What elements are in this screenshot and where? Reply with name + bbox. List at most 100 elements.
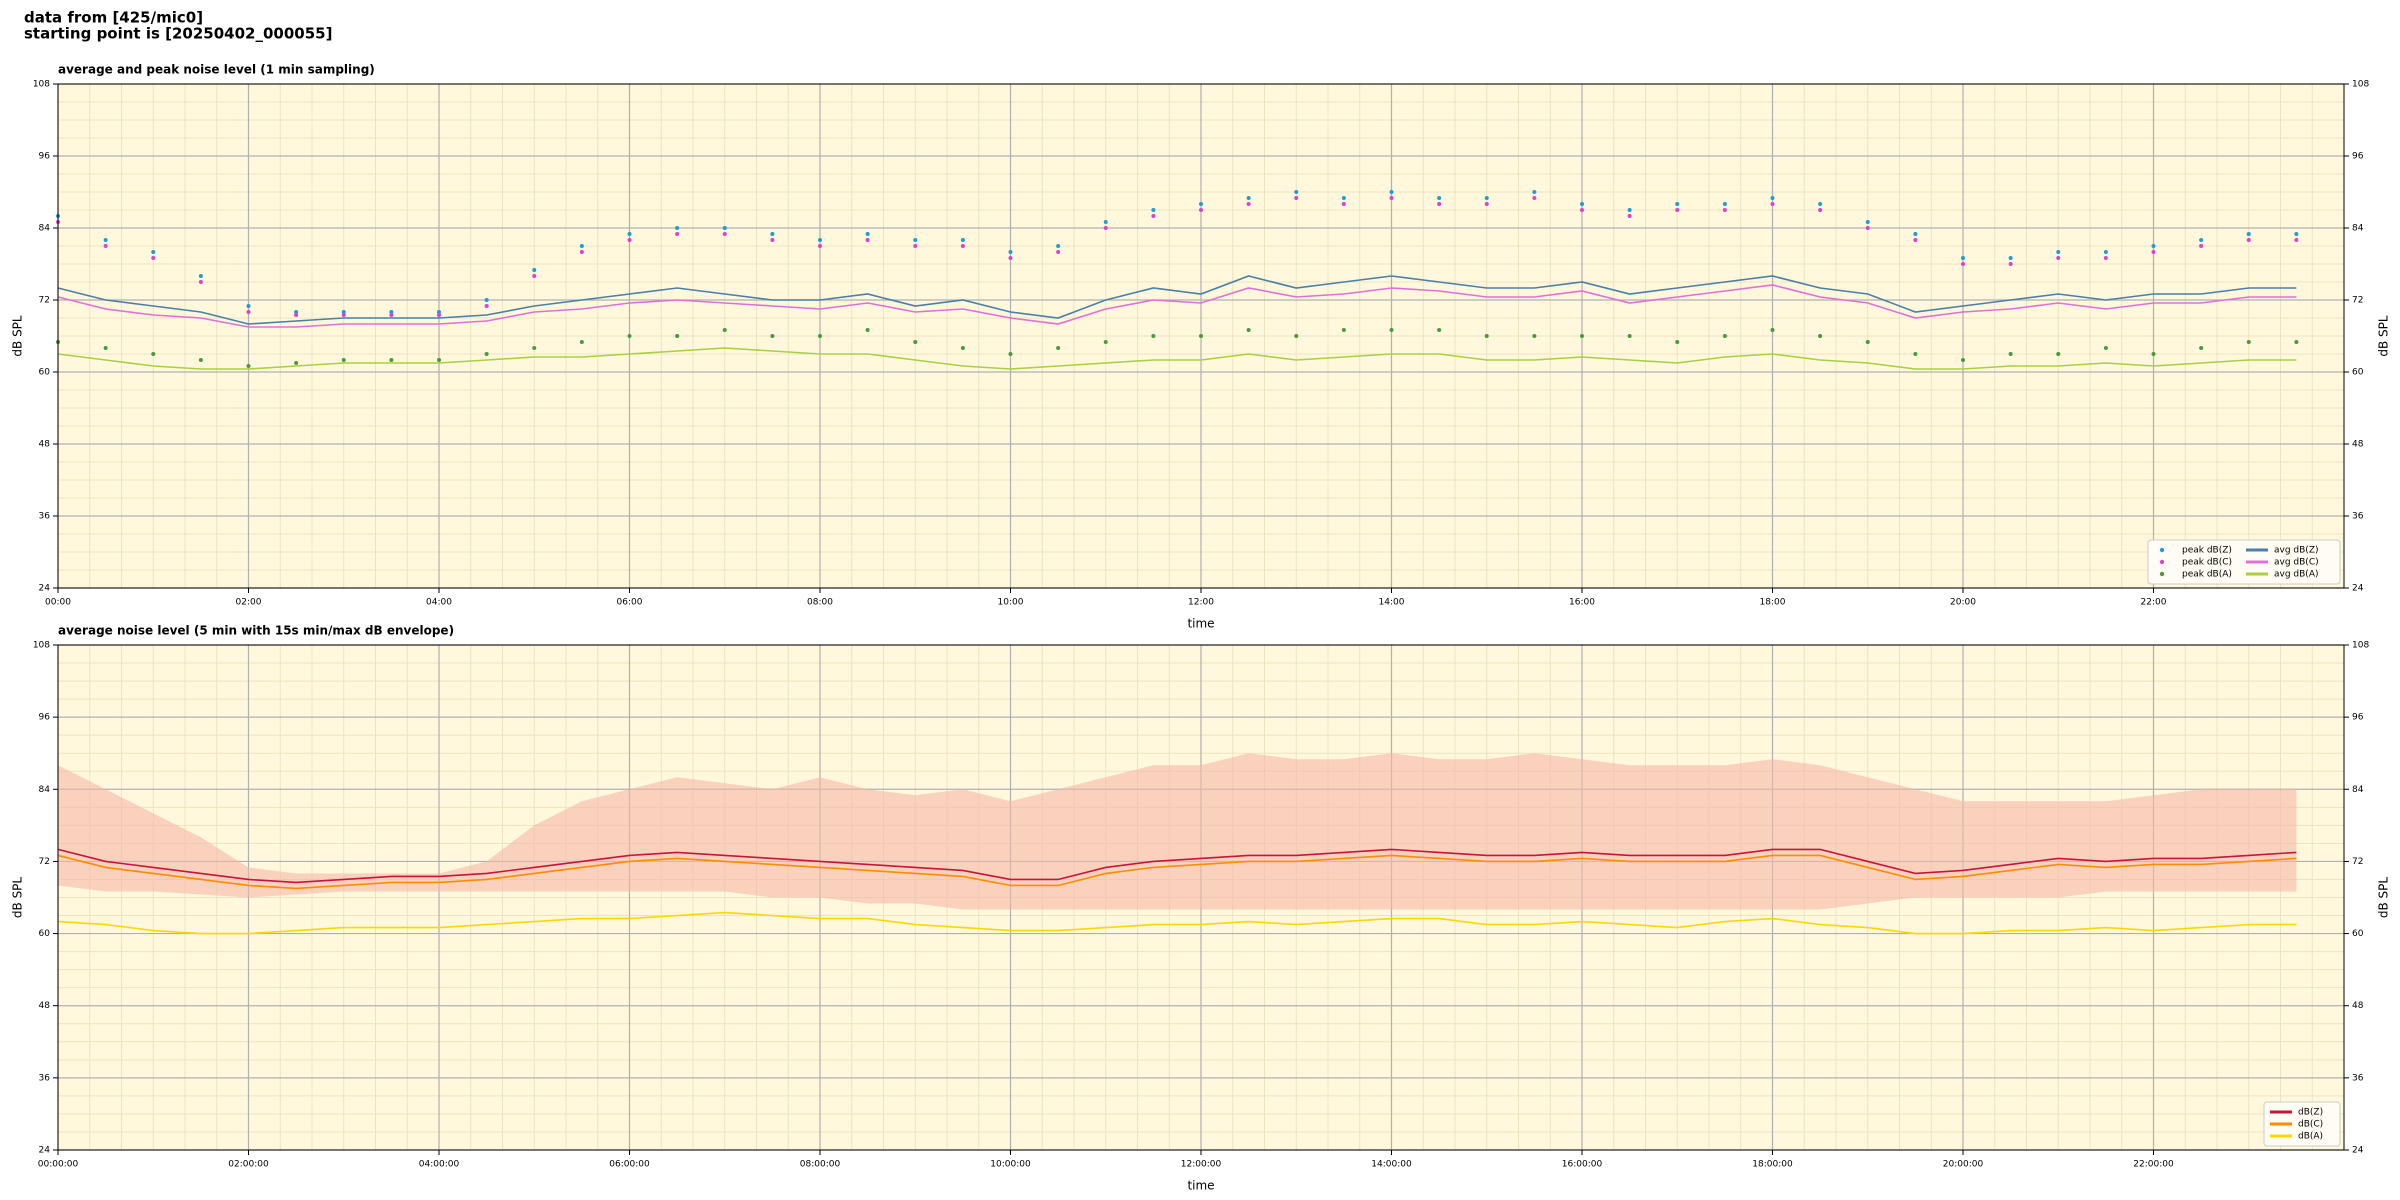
peak-point bbox=[246, 304, 251, 308]
peak-point bbox=[960, 244, 965, 248]
peak-point bbox=[2056, 352, 2061, 356]
peak-point bbox=[1151, 214, 1156, 218]
y-tick-label: 72 bbox=[2352, 296, 2363, 306]
peak-point bbox=[770, 334, 775, 338]
legend-label: dB(A) bbox=[2298, 1132, 2323, 1142]
peak-point bbox=[1865, 226, 1870, 230]
y-tick-label: 60 bbox=[39, 368, 51, 378]
y-tick-label: 96 bbox=[2352, 713, 2364, 723]
x-tick-label: 18:00:00 bbox=[1752, 1160, 1793, 1170]
x-axis-label: time bbox=[1187, 617, 1214, 631]
peak-point bbox=[1294, 334, 1299, 338]
y-axis-label: dB SPL bbox=[2377, 315, 2391, 357]
x-tick-label: 18:00 bbox=[1760, 598, 1786, 608]
peak-point bbox=[1056, 346, 1061, 350]
peak-point bbox=[341, 310, 346, 314]
peak-point bbox=[151, 250, 156, 254]
peak-point bbox=[246, 310, 251, 314]
peak-point bbox=[913, 238, 918, 242]
peak-point bbox=[1056, 250, 1061, 254]
peak-point bbox=[913, 244, 918, 248]
peak-point bbox=[1627, 208, 1632, 212]
peak-point bbox=[1818, 202, 1823, 206]
peak-point bbox=[151, 256, 156, 260]
peak-point bbox=[1389, 196, 1394, 200]
legend-label: peak dB(Z) bbox=[2182, 546, 2232, 556]
peak-point bbox=[1484, 196, 1489, 200]
peak-point bbox=[1389, 328, 1394, 332]
peak-point bbox=[2008, 256, 2013, 260]
x-tick-label: 00:00 bbox=[45, 598, 71, 608]
x-tick-label: 06:00:00 bbox=[609, 1160, 650, 1170]
legend-label: avg dB(Z) bbox=[2274, 546, 2319, 556]
x-tick-label: 22:00:00 bbox=[2133, 1160, 2174, 1170]
x-tick-label: 08:00:00 bbox=[800, 1160, 841, 1170]
peak-point bbox=[532, 346, 537, 350]
peak-point bbox=[579, 250, 584, 254]
peak-point bbox=[1818, 208, 1823, 212]
y-tick-label: 84 bbox=[39, 224, 51, 234]
peak-point bbox=[2056, 256, 2061, 260]
x-tick-label: 12:00 bbox=[1188, 598, 1214, 608]
peak-point bbox=[675, 226, 680, 230]
peak-point bbox=[2008, 352, 2013, 356]
peak-point bbox=[198, 274, 203, 278]
y-tick-label: 24 bbox=[2352, 584, 2364, 594]
x-tick-label: 14:00 bbox=[1379, 598, 1405, 608]
peak-point bbox=[1341, 328, 1346, 332]
peak-point bbox=[341, 358, 346, 362]
peak-point bbox=[1008, 256, 1013, 260]
y-tick-label: 72 bbox=[2352, 857, 2363, 867]
peak-point bbox=[818, 238, 822, 242]
peak-point bbox=[1913, 352, 1918, 356]
peak-point bbox=[198, 280, 203, 284]
peak-point bbox=[1389, 190, 1394, 194]
x-tick-label: 02:00 bbox=[236, 598, 262, 608]
y-tick-label: 36 bbox=[39, 1073, 51, 1083]
x-tick-label: 12:00:00 bbox=[1181, 1160, 1222, 1170]
peak-point bbox=[484, 298, 489, 302]
peak-point bbox=[865, 328, 870, 332]
peak-point bbox=[1008, 352, 1013, 356]
chart-title: average noise level (5 min with 15s min/… bbox=[58, 624, 454, 638]
header-line: starting point is [20250402_000055] bbox=[24, 25, 332, 43]
peak-point bbox=[1675, 208, 1680, 212]
peak-point bbox=[151, 352, 156, 356]
y-tick-label: 60 bbox=[2352, 929, 2364, 939]
x-tick-label: 00:00:00 bbox=[38, 1160, 79, 1170]
x-tick-label: 06:00 bbox=[617, 598, 643, 608]
peak-point bbox=[2199, 346, 2204, 350]
peak-point bbox=[389, 310, 394, 314]
peak-point bbox=[2103, 256, 2108, 260]
peak-point bbox=[1580, 202, 1584, 206]
x-tick-label: 10:00 bbox=[998, 598, 1024, 608]
peak-point bbox=[484, 304, 489, 308]
peak-point bbox=[103, 244, 108, 248]
peak-point bbox=[1437, 202, 1442, 206]
peak-point bbox=[1199, 202, 1203, 206]
peak-point bbox=[1341, 196, 1346, 200]
peak-point bbox=[2008, 262, 2013, 266]
peak-point bbox=[1770, 328, 1775, 332]
peak-point bbox=[1961, 358, 1965, 362]
y-tick-label: 36 bbox=[39, 512, 51, 522]
peak-point bbox=[532, 268, 537, 272]
peak-point bbox=[1484, 202, 1489, 206]
x-tick-label: 16:00 bbox=[1569, 598, 1595, 608]
peak-point bbox=[1103, 226, 1108, 230]
x-axis-label: time bbox=[1187, 1179, 1214, 1193]
y-tick-label: 24 bbox=[2352, 1146, 2364, 1156]
legend-marker bbox=[2159, 559, 2165, 565]
y-tick-label: 108 bbox=[2352, 641, 2369, 651]
peak-point bbox=[675, 232, 680, 236]
y-tick-label: 108 bbox=[2352, 80, 2369, 90]
peak-point bbox=[1246, 196, 1251, 200]
peak-point bbox=[1865, 220, 1870, 224]
peak-point bbox=[437, 313, 441, 317]
peak-point bbox=[1437, 196, 1442, 200]
peak-point bbox=[722, 226, 727, 230]
chart-title: average and peak noise level (1 min samp… bbox=[58, 63, 375, 77]
plot-frame bbox=[57, 644, 2345, 1151]
peak-point bbox=[1532, 190, 1537, 194]
peak-point bbox=[389, 358, 394, 362]
